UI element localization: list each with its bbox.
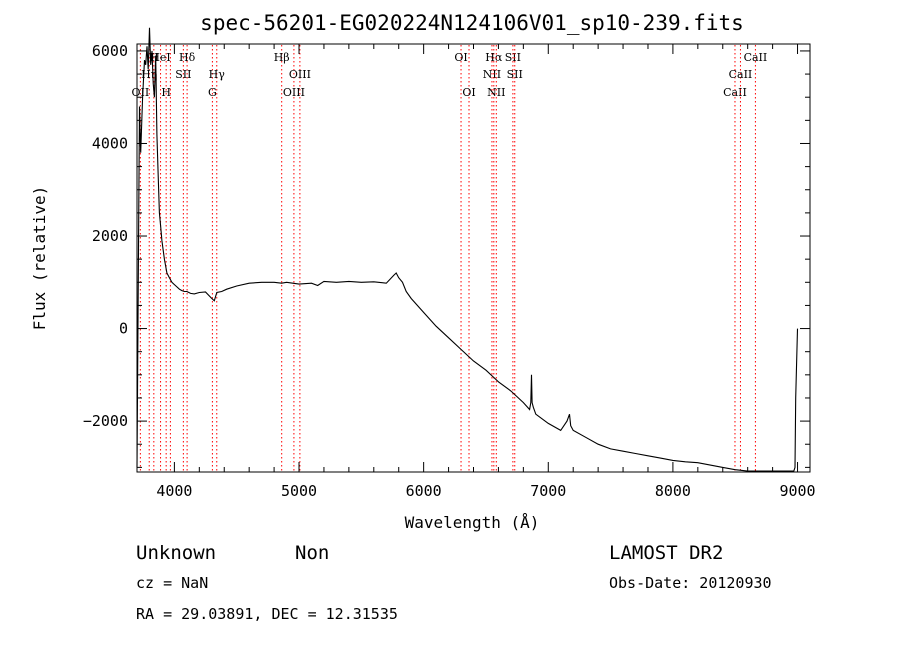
axis-ticks: 4000 5000 6000 7000 8000 9000 −2000 0 2000 4000 60… <box>83 42 816 500</box>
emission-line-label: NII <box>487 86 505 99</box>
x-tick-label: 5000 <box>281 482 317 500</box>
emission-line-label: CaII <box>729 68 753 81</box>
plot-frame <box>136 43 811 473</box>
y-tick-label: 6000 <box>92 42 128 60</box>
y-tick-label: −2000 <box>83 412 128 430</box>
x-tick-label: 8000 <box>655 482 691 500</box>
emission-line-label: SII <box>505 51 521 64</box>
emission-line-label: Hγ <box>209 68 226 81</box>
object-subclass: Non <box>295 542 329 564</box>
object-class: Unknown <box>136 542 216 564</box>
emission-line-label: CaII <box>723 86 747 99</box>
x-axis-label: Wavelength (Å) <box>405 513 540 532</box>
redshift-cz: cz = NaN <box>136 574 208 592</box>
x-tick-label: 7000 <box>530 482 566 500</box>
y-tick-label: 2000 <box>92 227 128 245</box>
emission-line-label: HeI <box>150 51 170 64</box>
emission-line-markers: OIIHηHHeIHSIIHδGHγHβOIIIOIIIOIOINIIHαNII… <box>132 45 768 471</box>
emission-line-label: OIII <box>289 68 311 81</box>
y-tick-label: 4000 <box>92 134 128 152</box>
emission-line-label: OI <box>462 86 475 99</box>
observation-date: Obs-Date: 20120930 <box>609 574 772 592</box>
survey-name: LAMOST DR2 <box>609 542 723 564</box>
emission-line-label: NII <box>483 68 501 81</box>
emission-line-label: Hβ <box>274 51 290 64</box>
emission-line-label: OIII <box>283 86 305 99</box>
emission-line-label: Hα <box>485 51 503 64</box>
y-axis-label: Flux (relative) <box>30 186 49 331</box>
x-tick-label: 9000 <box>779 482 815 500</box>
emission-line-label: H <box>161 86 171 99</box>
emission-line-label: G <box>208 86 217 99</box>
emission-line-label: CaII <box>744 51 768 64</box>
x-tick-label: 4000 <box>156 482 192 500</box>
emission-line-label: SII <box>507 68 523 81</box>
chart-title: spec-56201-EG020224N124106V01_sp10-239.f… <box>200 11 744 35</box>
y-tick-label: 0 <box>119 320 128 338</box>
spectrum-line <box>136 27 799 472</box>
emission-line-label: H <box>149 51 159 64</box>
emission-line-label: OII <box>132 86 150 99</box>
emission-line-label: OI <box>454 51 467 64</box>
coordinates: RA = 29.03891, DEC = 12.31535 <box>136 605 398 623</box>
x-tick-label: 6000 <box>406 482 442 500</box>
emission-line-label: SII <box>175 68 191 81</box>
emission-line-label: Hδ <box>179 51 196 64</box>
